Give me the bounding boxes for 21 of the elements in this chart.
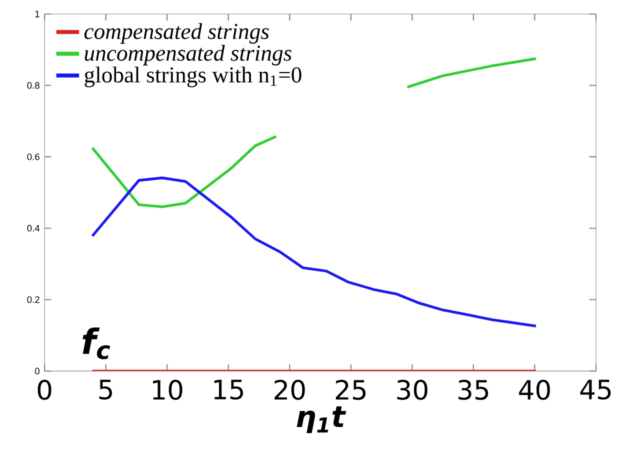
y-tick-label: 0.4 (27, 224, 40, 232)
x-tick-label: 25 (336, 380, 366, 400)
y-tick-label: 0.6 (27, 154, 40, 160)
x-tick-label: 40 (519, 380, 550, 400)
x-tick-label: 45 (580, 380, 611, 400)
line-series (91, 176, 538, 328)
y-tick-label: 0.2 (27, 296, 40, 303)
legend-label: uncompensated strings (84, 44, 292, 66)
y-tick-label: 0.8 (27, 82, 40, 89)
x-tick-label: 10 (153, 380, 182, 400)
x-tick-label: 15 (214, 380, 243, 400)
legend-label: compensated strings (84, 23, 269, 44)
x-axis-title: η$_{1}$t (296, 406, 346, 434)
x-tick-label: 20 (274, 380, 305, 400)
y-tick-label: 0 (34, 368, 40, 374)
x-tick-label: 5 (99, 380, 112, 400)
legend-label: global strings with n$_{1}$=0 (84, 66, 302, 88)
y-axis-title: f$_{c}$ (82, 328, 110, 360)
x-tick-label: 35 (458, 380, 488, 400)
y-tick-label: 1 (35, 10, 40, 18)
x-tick-label: 30 (397, 380, 428, 400)
